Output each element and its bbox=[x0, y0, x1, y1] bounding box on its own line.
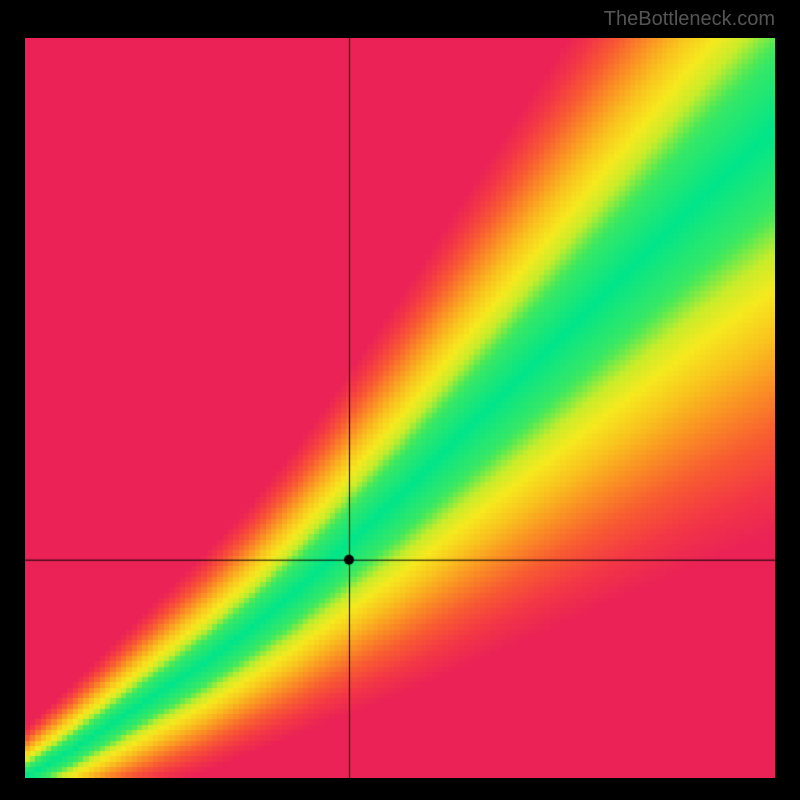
watermark-text: TheBottleneck.com bbox=[604, 8, 775, 31]
heatmap-canvas bbox=[25, 38, 775, 778]
chart-container: TheBottleneck.com bbox=[0, 0, 800, 800]
heatmap-plot bbox=[25, 38, 775, 778]
